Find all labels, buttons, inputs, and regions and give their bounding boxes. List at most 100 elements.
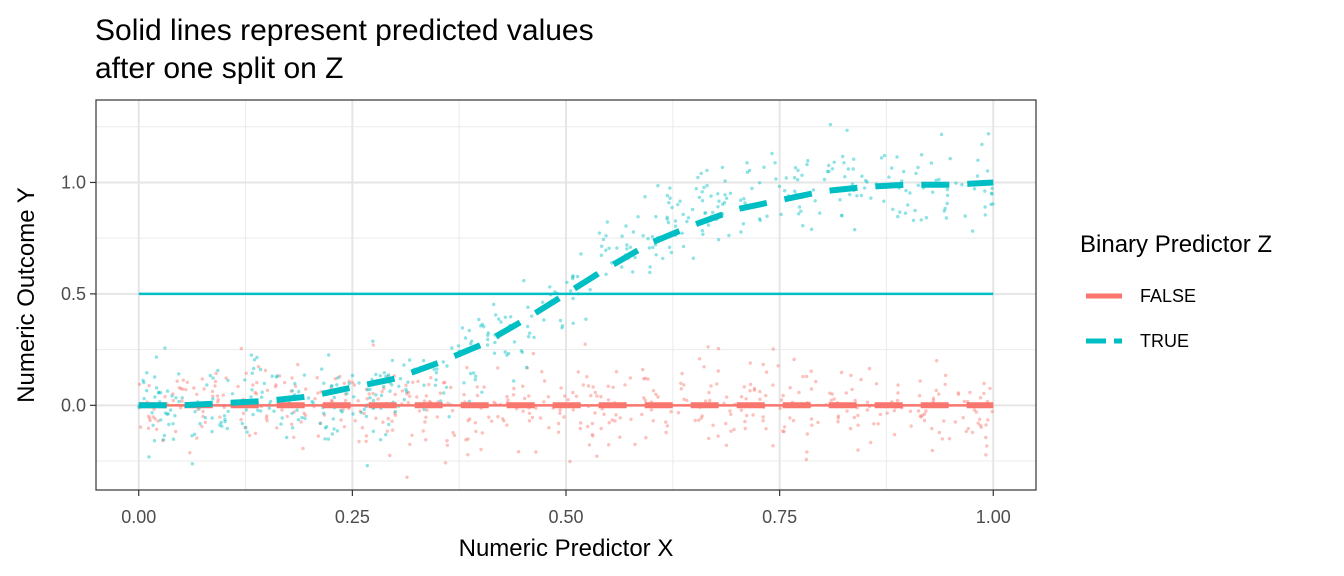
scatter-point bbox=[422, 399, 427, 403]
scatter-point bbox=[367, 392, 371, 396]
scatter-point bbox=[371, 339, 375, 343]
scatter-point bbox=[527, 419, 532, 423]
scatter-point bbox=[496, 366, 500, 370]
scatter-point bbox=[914, 171, 918, 176]
scatter-point bbox=[505, 353, 509, 357]
scatter-point bbox=[374, 372, 378, 377]
scatter-point bbox=[390, 358, 395, 363]
scatter-point bbox=[494, 313, 498, 317]
scatter-point bbox=[805, 432, 809, 436]
scatter-point bbox=[422, 383, 426, 387]
scatter-point bbox=[465, 365, 469, 370]
scatter-point bbox=[445, 439, 449, 443]
scatter-point bbox=[315, 376, 319, 380]
scatter-point bbox=[682, 397, 686, 401]
scatter-point bbox=[466, 437, 470, 441]
scatter-point bbox=[345, 392, 349, 396]
scatter-point bbox=[296, 389, 301, 394]
scatter-point bbox=[862, 186, 867, 190]
scatter-point bbox=[226, 409, 230, 414]
scatter-point bbox=[165, 389, 170, 393]
scatter-point bbox=[845, 128, 849, 132]
scatter-point bbox=[595, 394, 599, 398]
scatter-point bbox=[342, 381, 346, 385]
scatter-point bbox=[400, 389, 405, 393]
scatter-point bbox=[629, 417, 633, 421]
scatter-point bbox=[716, 369, 720, 373]
scatter-point bbox=[708, 398, 712, 403]
scatter-point bbox=[411, 380, 415, 384]
scatter-point bbox=[216, 397, 220, 402]
scatter-point bbox=[393, 409, 397, 414]
scatter-point bbox=[852, 415, 856, 420]
scatter-point bbox=[333, 377, 337, 381]
scatter-point bbox=[360, 426, 365, 430]
scatter-point bbox=[200, 377, 204, 381]
scatter-point bbox=[482, 324, 486, 329]
scatter-point bbox=[716, 205, 720, 209]
scatter-point bbox=[265, 419, 269, 423]
scatter-point bbox=[931, 190, 935, 194]
scatter-point bbox=[434, 370, 438, 375]
scatter-point bbox=[805, 450, 809, 454]
scatter-point bbox=[252, 366, 256, 371]
scatter-point bbox=[968, 390, 972, 395]
scatter-point bbox=[810, 423, 814, 427]
scatter-point bbox=[806, 159, 810, 163]
scatter-point bbox=[631, 270, 635, 274]
scatter-point bbox=[919, 153, 924, 157]
scatter-point bbox=[240, 421, 244, 426]
scatter-point bbox=[364, 387, 369, 392]
scatter-point bbox=[874, 382, 879, 386]
scatter-point bbox=[173, 429, 178, 434]
scatter-point bbox=[368, 396, 372, 400]
scatter-point bbox=[867, 366, 872, 371]
scatter-point bbox=[313, 397, 317, 401]
scatter-point bbox=[542, 379, 547, 383]
scatter-point bbox=[777, 184, 782, 189]
scatter-point bbox=[190, 434, 194, 438]
scatter-point bbox=[743, 201, 747, 205]
scatter-point bbox=[516, 450, 521, 454]
scatter-point bbox=[387, 373, 391, 377]
scatter-point bbox=[643, 398, 648, 403]
scatter-point bbox=[146, 426, 151, 430]
scatter-point bbox=[937, 177, 941, 182]
scatter-point bbox=[485, 343, 490, 347]
scatter-point bbox=[159, 418, 163, 422]
scatter-point bbox=[323, 437, 327, 441]
scatter-point bbox=[213, 379, 218, 384]
scatter-point bbox=[934, 178, 938, 182]
scatter-point bbox=[432, 367, 436, 372]
scatter-point bbox=[534, 450, 538, 454]
scatter-point bbox=[681, 244, 686, 249]
scatter-point bbox=[781, 393, 785, 398]
scatter-point bbox=[956, 391, 960, 395]
scatter-point bbox=[724, 196, 729, 200]
scatter-point bbox=[364, 414, 369, 419]
scatter-point bbox=[700, 414, 704, 418]
scatter-point bbox=[393, 411, 397, 415]
scatter-point bbox=[340, 410, 344, 414]
scatter-point bbox=[427, 382, 431, 387]
scatter-point bbox=[487, 415, 491, 419]
scatter-point bbox=[571, 321, 575, 325]
scatter-point bbox=[490, 419, 494, 423]
scatter-point bbox=[546, 395, 551, 399]
scatter-point bbox=[163, 346, 167, 350]
scatter-point bbox=[836, 414, 841, 418]
scatter-point bbox=[335, 429, 340, 433]
scatter-point bbox=[290, 376, 294, 380]
scatter-point bbox=[665, 193, 670, 198]
scatter-point bbox=[697, 357, 702, 361]
scatter-point bbox=[702, 185, 706, 190]
legend: Binary Predictor Z FALSE TRUE bbox=[1080, 231, 1272, 351]
scatter-point bbox=[651, 419, 655, 423]
scatter-point bbox=[804, 457, 808, 462]
scatter-point bbox=[163, 411, 168, 415]
scatter-point bbox=[646, 377, 650, 381]
scatter-point bbox=[895, 398, 900, 403]
scatter-point bbox=[527, 411, 532, 415]
scatter-point bbox=[449, 385, 453, 390]
scatter-point bbox=[758, 389, 762, 394]
